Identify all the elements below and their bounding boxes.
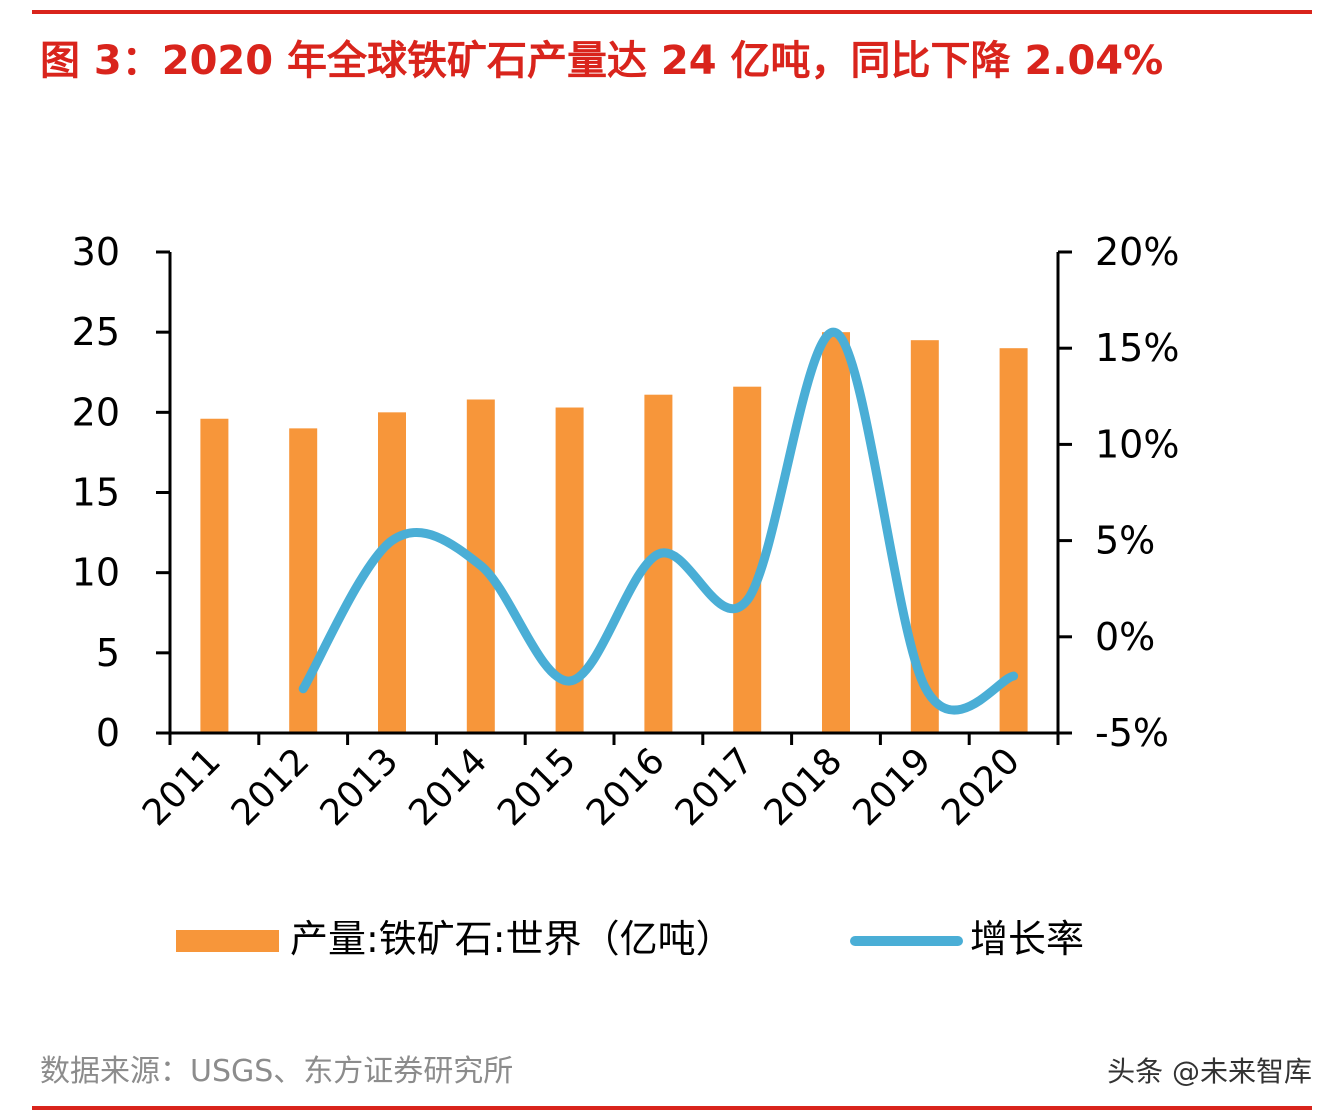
x-tick-label: 2017 <box>668 740 762 834</box>
x-tick-label: 2015 <box>490 740 584 834</box>
right-tick-label: 5% <box>1095 519 1155 563</box>
left-tick-label: 15 <box>72 471 120 515</box>
left-tick-label: 0 <box>96 711 120 755</box>
right-tick-label: 10% <box>1095 422 1179 466</box>
left-tick-label: 10 <box>72 551 120 595</box>
left-tick-label: 30 <box>72 230 120 274</box>
right-tick-label: 0% <box>1095 615 1155 659</box>
bar-2018 <box>822 332 850 733</box>
left-tick-label: 20 <box>72 390 120 434</box>
x-tick-label: 2019 <box>845 740 939 834</box>
legend-label-production: 产量:铁矿石:世界（亿吨） <box>290 917 734 961</box>
left-tick-label: 25 <box>72 310 120 354</box>
right-tick-label: -5% <box>1095 711 1169 755</box>
legend-label-growth: 增长率 <box>970 917 1084 961</box>
x-tick-label: 2018 <box>757 740 851 834</box>
figure-title: 图 3：2020 年全球铁矿石产量达 24 亿吨，同比下降 2.04% <box>40 38 1164 84</box>
x-tick-label: 2016 <box>579 740 673 834</box>
source-note: 数据来源：USGS、东方证券研究所 <box>40 1054 514 1089</box>
x-tick-label: 2014 <box>401 740 495 834</box>
bar-2017 <box>733 386 762 733</box>
watermark: 头条 @未来智库 <box>1107 1055 1312 1088</box>
right-tick-label: 15% <box>1095 326 1179 370</box>
top-rule <box>32 10 1312 14</box>
x-tick-label: 2020 <box>934 740 1028 834</box>
bar-2013 <box>378 412 406 733</box>
growth-rate-line <box>298 328 1019 715</box>
bottom-rule <box>32 1106 1312 1110</box>
x-tick-label: 2012 <box>224 740 318 834</box>
right-tick-label: 20% <box>1095 230 1179 274</box>
x-tick-label: 2011 <box>135 740 229 834</box>
legend-swatch-production <box>176 930 279 952</box>
bar-2011 <box>200 418 229 733</box>
x-tick-label: 2013 <box>313 740 407 834</box>
bar-2020 <box>999 348 1028 733</box>
left-tick-label: 5 <box>96 631 120 675</box>
